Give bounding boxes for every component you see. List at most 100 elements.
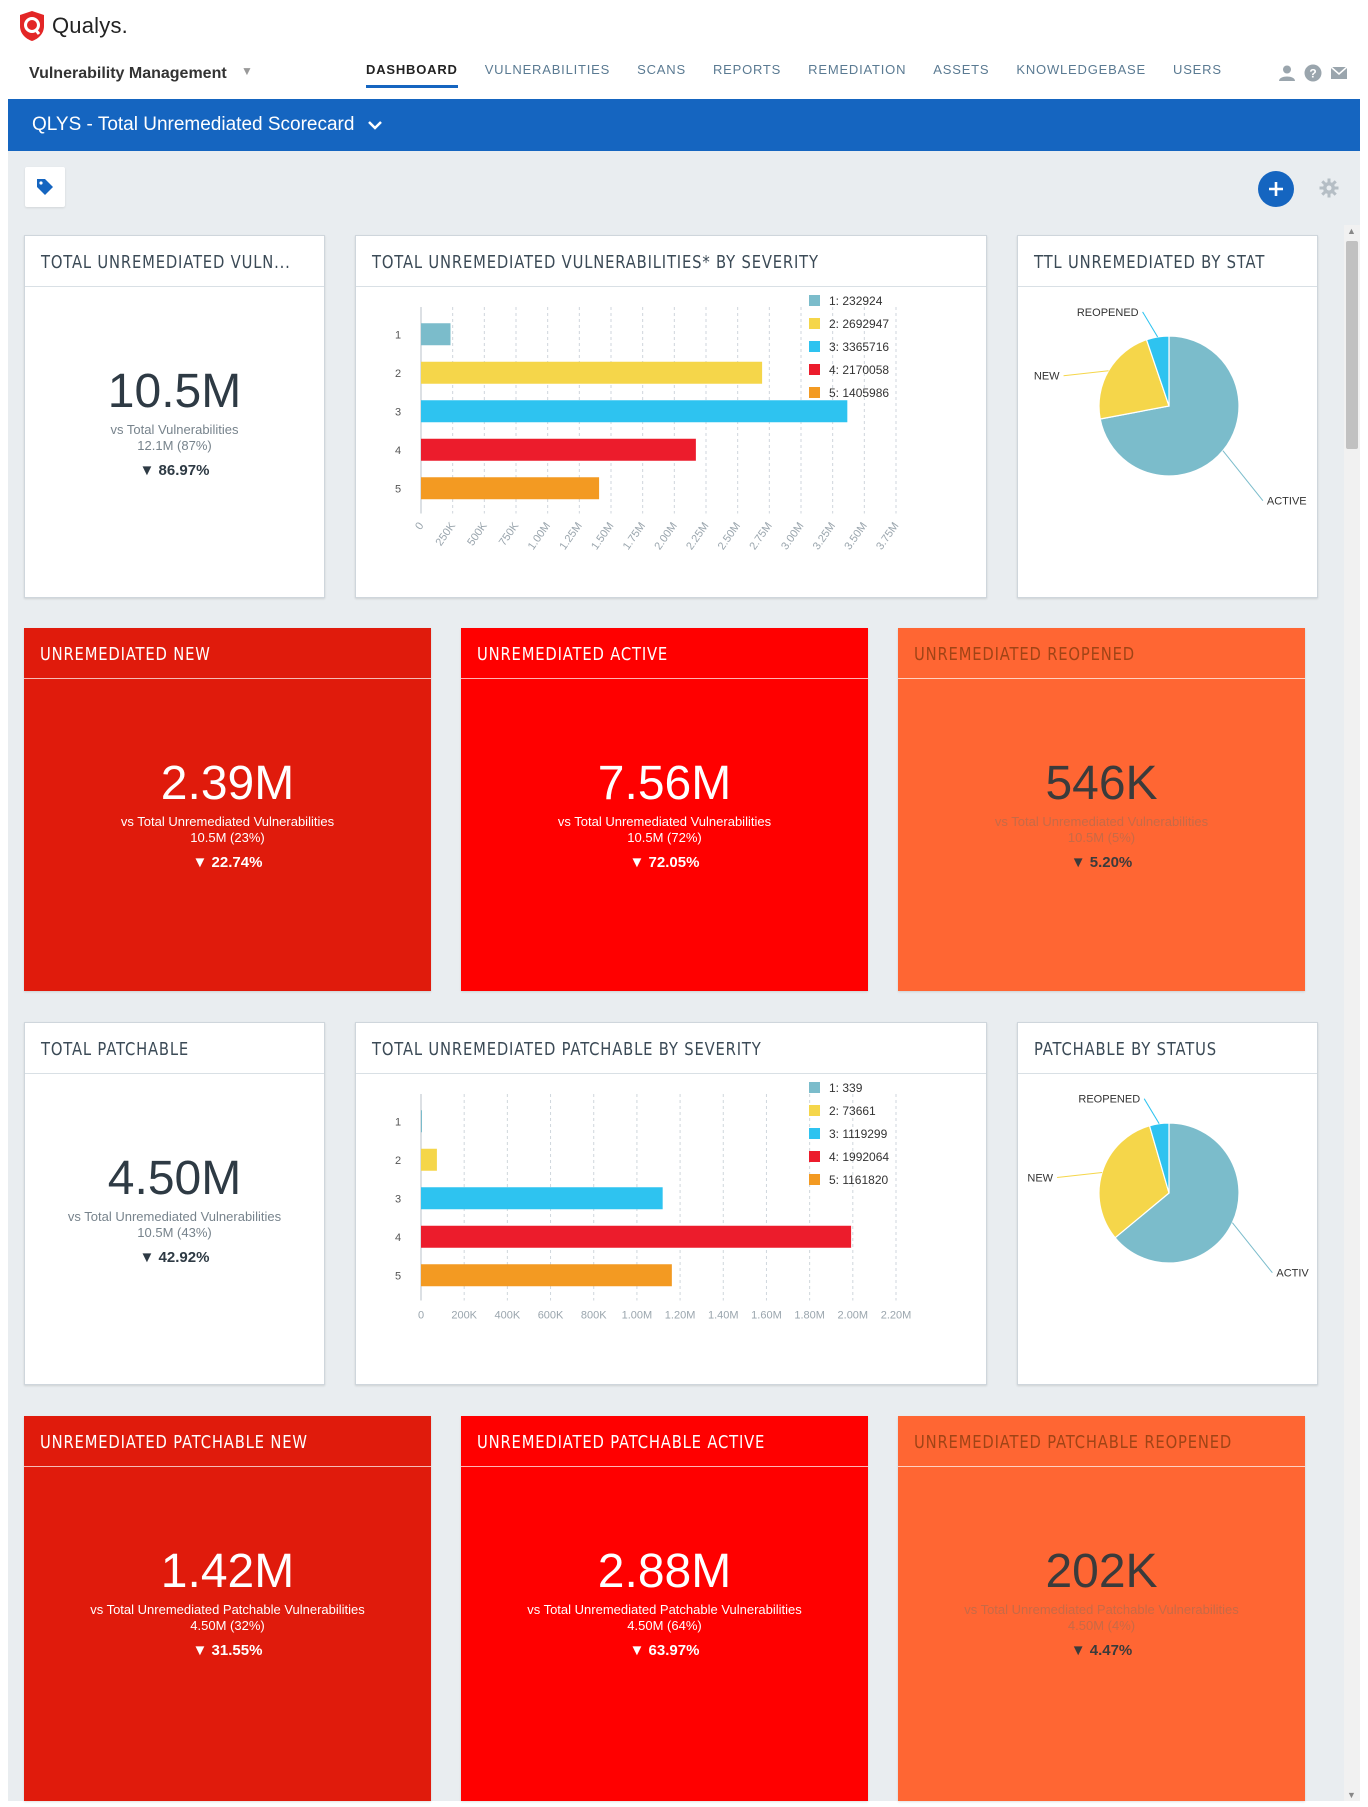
- kpi-comparison-base: 12.1M (87%): [137, 438, 212, 453]
- nav-assets[interactable]: ASSETS: [933, 62, 990, 77]
- user-icon[interactable]: [1278, 64, 1296, 82]
- scrollbar-thumb[interactable]: [1346, 241, 1358, 449]
- gear-icon[interactable]: [1318, 177, 1340, 199]
- chart-severity-card[interactable]: TOTAL UNREMEDIATED VULNERABILITIES* BY S…: [355, 235, 987, 598]
- qualys-logo[interactable]: Qualys.: [18, 10, 128, 42]
- kpi-comparison-label: vs Total Unremediated Patchable Vulnerab…: [527, 1602, 802, 1617]
- kpi-block: 10.5M vs Total Vulnerabilities 12.1M (87…: [25, 368, 324, 480]
- card-title: UNREMEDIATED REOPENED: [914, 644, 1135, 665]
- header-icons: ?: [1278, 64, 1348, 82]
- app-switcher-caret-icon[interactable]: ▼: [241, 64, 253, 78]
- kpi-block: 4.50M vs Total Unremediated Vulnerabilit…: [25, 1152, 324, 1267]
- card-divider: [461, 678, 868, 679]
- x-tick-label: 800K: [581, 1310, 607, 1322]
- card-title: UNREMEDIATED PATCHABLE REOPENED: [914, 1432, 1233, 1453]
- help-icon[interactable]: ?: [1304, 64, 1322, 82]
- scroll-down-arrow-icon[interactable]: ▼: [1347, 1790, 1356, 1800]
- x-tick-label: 3.75M: [874, 520, 901, 552]
- legend-swatch: [809, 364, 820, 375]
- card-divider: [898, 1466, 1305, 1467]
- dashboard-selector-bar[interactable]: QLYS - Total Unremediated Scorecard: [8, 99, 1360, 151]
- bar-severity-2: [421, 1148, 437, 1171]
- kpi-unremediated-new[interactable]: UNREMEDIATED NEW 2.39M vs Total Unremedi…: [24, 628, 431, 991]
- tag-icon: [37, 179, 53, 195]
- dashboard-title: QLYS - Total Unremediated Scorecard: [32, 114, 355, 135]
- x-tick-label: 1.25M: [557, 520, 584, 552]
- kpi-value: 546K: [1045, 757, 1158, 810]
- card-title: TOTAL UNREMEDIATED VULN...: [41, 252, 291, 273]
- x-tick-label: 250K: [434, 520, 459, 548]
- x-tick-label: 2.25M: [684, 520, 711, 552]
- x-tick-label: 2.50M: [716, 520, 743, 552]
- kpi-unremediated-reopened[interactable]: UNREMEDIATED REOPENED 546K vs Total Unre…: [898, 628, 1305, 991]
- bar-severity-1: [421, 1110, 422, 1133]
- nav-dashboard[interactable]: DASHBOARD: [366, 62, 458, 88]
- kpi-total-patchable[interactable]: TOTAL PATCHABLE 4.50M vs Total Unremedia…: [24, 1022, 325, 1385]
- card-divider: [25, 286, 324, 287]
- chart-patchable-severity-card[interactable]: TOTAL UNREMEDIATED PATCHABLE BY SEVERITY…: [355, 1022, 987, 1385]
- kpi-block: 202K vs Total Unremediated Patchable Vul…: [898, 1548, 1305, 1660]
- nav-scans[interactable]: SCANS: [637, 62, 686, 77]
- shield-icon: [20, 11, 44, 41]
- kpi-patchable-active[interactable]: UNREMEDIATED PATCHABLE ACTIVE 2.88M vs T…: [461, 1416, 868, 1801]
- nav-vulnerabilities[interactable]: VULNERABILITIES: [484, 62, 611, 77]
- legend-label: 1: 339: [829, 1081, 863, 1095]
- kpi-comparison-base: 4.50M (32%): [190, 1618, 265, 1633]
- kpi-block: 7.56M vs Total Unremediated Vulnerabilit…: [461, 760, 868, 872]
- kpi-unremediated-active[interactable]: UNREMEDIATED ACTIVE 7.56M vs Total Unrem…: [461, 628, 868, 991]
- kpi-comparison-label: vs Total Unremediated Vulnerabilities: [994, 814, 1209, 829]
- kpi-value: 4.50M: [107, 1152, 242, 1205]
- chevron-down-icon[interactable]: [366, 116, 384, 134]
- legend-swatch: [809, 1105, 820, 1116]
- card-divider: [1018, 286, 1317, 287]
- y-tick-label: 2: [395, 368, 401, 380]
- bar-severity-4: [421, 438, 696, 461]
- card-title: TOTAL UNREMEDIATED VULNERABILITIES* BY S…: [372, 252, 819, 273]
- x-tick-label: 1.20M: [665, 1310, 696, 1322]
- y-tick-label: 5: [395, 483, 401, 495]
- kpi-block: 2.88M vs Total Unremediated Patchable Vu…: [461, 1548, 868, 1660]
- kpi-delta: ▼ 22.74%: [192, 854, 263, 871]
- chart-status-card[interactable]: TTL UNREMEDIATED BY STAT ACTIVE NEW REOPEN…: [1017, 235, 1318, 598]
- chart-patchable-status-card[interactable]: PATCHABLE BY STATUS ACTIV NEW REOPENED: [1017, 1022, 1318, 1385]
- kpi-comparison-label: vs Total Unremediated Vulnerabilities: [557, 814, 772, 829]
- pie-label: NEW: [1027, 1172, 1053, 1184]
- scroll-up-arrow-icon[interactable]: ▲: [1347, 226, 1356, 236]
- kpi-comparison-base: 10.5M (72%): [627, 830, 702, 845]
- nav-users[interactable]: USERS: [1173, 62, 1222, 77]
- legend-label: 2: 2692947: [829, 317, 889, 331]
- kpi-comparison-label: vs Total Unremediated Patchable Vulnerab…: [90, 1602, 365, 1617]
- pie-leader-line: [1063, 370, 1109, 377]
- add-widget-button[interactable]: [1258, 171, 1294, 207]
- nav-knowledgebase[interactable]: KNOWLEDGEBASE: [1016, 62, 1146, 77]
- bar-severity-1: [421, 323, 451, 346]
- pie-slice-new: [1098, 1125, 1170, 1239]
- x-tick-label: 2.00M: [838, 1310, 869, 1322]
- x-tick-label: 0: [413, 520, 426, 532]
- pie-label: ACTIV: [1276, 1268, 1309, 1280]
- legend-label: 4: 2170058: [829, 363, 889, 377]
- mail-icon[interactable]: [1330, 64, 1348, 82]
- app-title[interactable]: Vulnerability Management: [29, 65, 227, 82]
- kpi-patchable-new[interactable]: UNREMEDIATED PATCHABLE NEW 1.42M vs Tota…: [24, 1416, 431, 1801]
- tag-filter-button[interactable]: [25, 167, 65, 207]
- card-divider: [25, 1073, 324, 1074]
- x-tick-label: 0: [418, 1310, 424, 1322]
- card-title: TOTAL UNREMEDIATED PATCHABLE BY SEVERITY: [372, 1039, 762, 1060]
- kpi-delta: ▼ 63.97%: [629, 1642, 700, 1659]
- nav-remediation[interactable]: REMEDIATION: [808, 62, 907, 77]
- pie-slice-reopened: [1148, 1122, 1170, 1194]
- vertical-scrollbar[interactable]: ▲ ▼: [1344, 225, 1360, 1801]
- kpi-patchable-reopened[interactable]: UNREMEDIATED PATCHABLE REOPENED 202K vs …: [898, 1416, 1305, 1801]
- kpi-total-unremediated[interactable]: TOTAL UNREMEDIATED VULN... 10.5M vs Tota…: [24, 235, 325, 598]
- plus-icon: [1269, 182, 1283, 196]
- kpi-block: 1.42M vs Total Unremediated Patchable Vu…: [24, 1548, 431, 1660]
- card-title: UNREMEDIATED PATCHABLE NEW: [40, 1432, 308, 1453]
- bar-severity-5: [421, 477, 600, 500]
- pie-slice-new: [1098, 338, 1170, 420]
- pie-slice-reopened: [1145, 335, 1170, 407]
- nav-reports[interactable]: REPORTS: [712, 62, 782, 77]
- card-divider: [461, 1466, 868, 1467]
- kpi-comparison-label: vs Total Unremediated Patchable Vulnerab…: [964, 1602, 1239, 1617]
- x-tick-label: 2.20M: [881, 1310, 912, 1322]
